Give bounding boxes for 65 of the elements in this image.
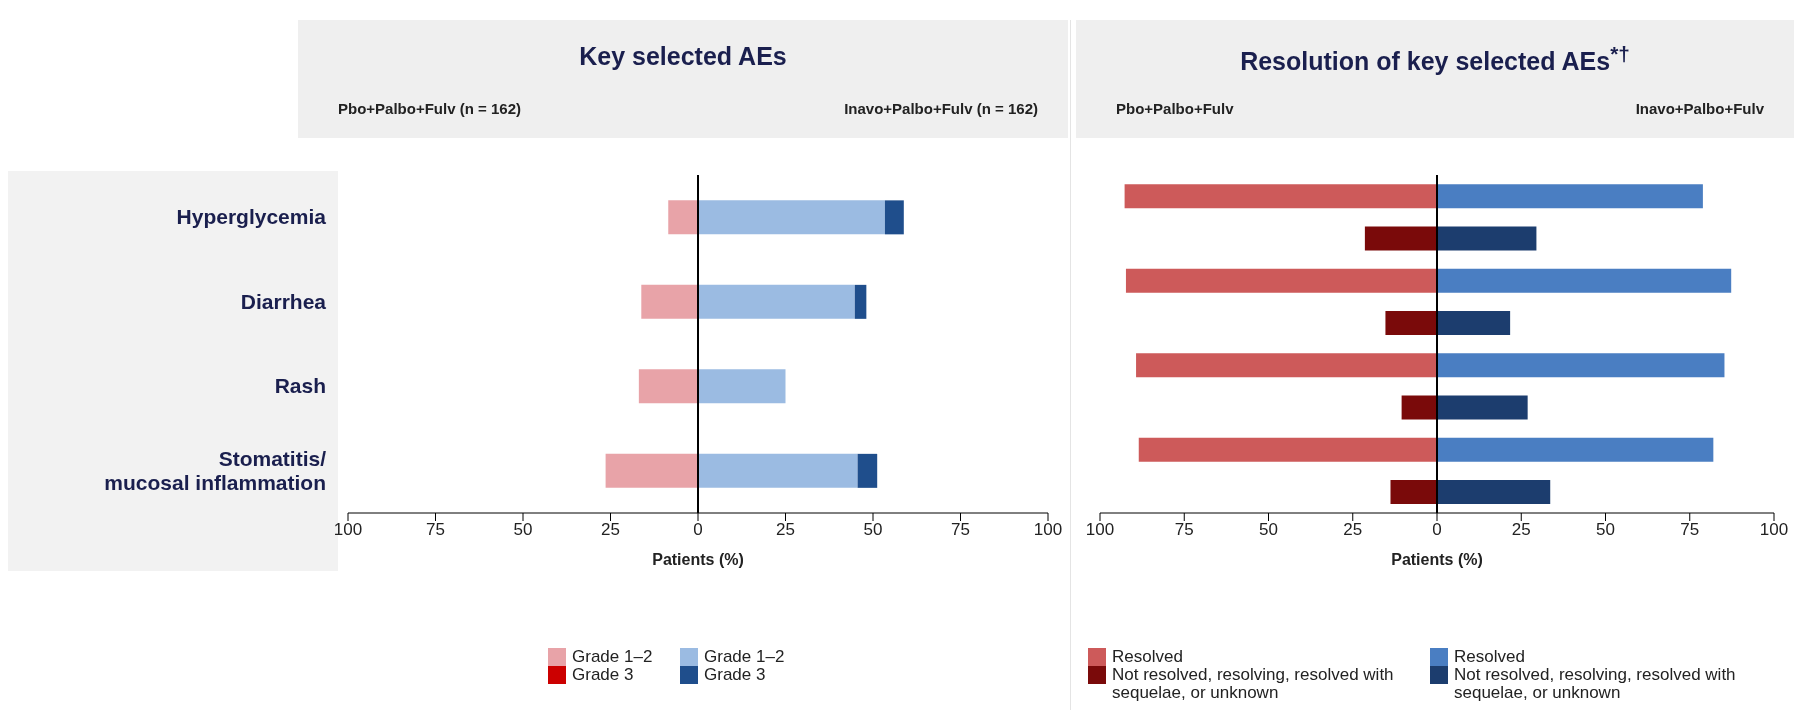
x-tick-label: 0 bbox=[693, 520, 703, 540]
x-tick-label: 25 bbox=[1511, 520, 1531, 540]
x-tick-label: 50 bbox=[513, 520, 533, 540]
x-tick-label: 25 bbox=[1343, 520, 1363, 540]
bar bbox=[857, 453, 878, 488]
x-tick-label: 50 bbox=[863, 520, 883, 540]
bar bbox=[854, 284, 867, 319]
x-tick-label: 0 bbox=[1432, 520, 1442, 540]
bar bbox=[698, 284, 855, 319]
x-tick-label: 100 bbox=[1033, 520, 1063, 540]
x-tick-label: 50 bbox=[1259, 520, 1278, 540]
text: Inavo+Palbo+Fulv (n = 162) bbox=[844, 100, 1038, 117]
bar bbox=[1364, 226, 1437, 251]
bar bbox=[668, 200, 698, 235]
y-tick-label: Rash bbox=[274, 374, 326, 398]
bar bbox=[1136, 353, 1437, 378]
text: Pbo+Palbo+Fulv bbox=[1116, 100, 1234, 117]
y-tick-label: Stomatitis/ mucosal inflammation bbox=[104, 446, 327, 494]
bar bbox=[1437, 353, 1725, 378]
bar bbox=[641, 284, 698, 319]
chart-title: Resolution of key selected AEs$^{*†}$ bbox=[1240, 42, 1630, 76]
bar bbox=[605, 453, 698, 488]
legend-label: Not resolved, resolving, resolved with sequelae, or unknown bbox=[1454, 665, 1737, 702]
bar bbox=[1390, 480, 1437, 505]
x-tick-label: 25 bbox=[601, 520, 620, 540]
chart-title: Key selected AEs bbox=[579, 42, 787, 70]
bar bbox=[884, 200, 904, 235]
legend-label: Grade 1–2 bbox=[572, 647, 653, 666]
legend-label: Not resolved, resolving, resolved with sequelae, or unknown bbox=[1112, 665, 1395, 702]
bar bbox=[698, 453, 858, 488]
bar bbox=[1401, 395, 1437, 420]
bar bbox=[1437, 437, 1714, 462]
x-tick-label: 75 bbox=[426, 520, 445, 540]
bar bbox=[1437, 226, 1537, 251]
x-tick-label: 100 bbox=[333, 520, 363, 540]
x-tick-label: 100 bbox=[1759, 520, 1789, 540]
bar bbox=[1437, 268, 1732, 293]
x-axis-title: Patients (%) bbox=[652, 551, 744, 568]
bar bbox=[638, 369, 698, 404]
x-tick-label: 75 bbox=[1680, 520, 1700, 540]
legend-label: Resolved bbox=[1112, 647, 1183, 666]
bar bbox=[1385, 311, 1437, 336]
bar bbox=[1437, 184, 1703, 209]
bar bbox=[1437, 311, 1511, 336]
y-tick-label: Hyperglycemia bbox=[176, 205, 327, 229]
text: Pbo+Palbo+Fulv (n = 162) bbox=[338, 100, 521, 117]
legend-label: Grade 1–2 bbox=[704, 647, 785, 666]
bar bbox=[1437, 480, 1551, 505]
legend-label: Resolved bbox=[1454, 647, 1525, 666]
x-tick-label: 75 bbox=[951, 520, 970, 540]
bar bbox=[1437, 395, 1528, 420]
bar bbox=[698, 200, 885, 235]
x-tick-label: 50 bbox=[1596, 520, 1615, 540]
x-tick-label: 100 bbox=[1085, 520, 1115, 540]
legend-label: Grade 3 bbox=[704, 665, 766, 684]
bar bbox=[698, 369, 786, 404]
legend-label: Grade 3 bbox=[572, 665, 634, 684]
y-tick-label: Diarrhea bbox=[240, 289, 327, 313]
bar bbox=[1125, 268, 1437, 293]
bar bbox=[1124, 184, 1437, 209]
x-axis-title: Patients (%) bbox=[1391, 551, 1483, 568]
x-tick-label: 75 bbox=[1174, 520, 1194, 540]
x-tick-label: 25 bbox=[776, 520, 795, 540]
bar bbox=[1138, 437, 1437, 462]
text: Inavo+Palbo+Fulv bbox=[1635, 100, 1764, 117]
